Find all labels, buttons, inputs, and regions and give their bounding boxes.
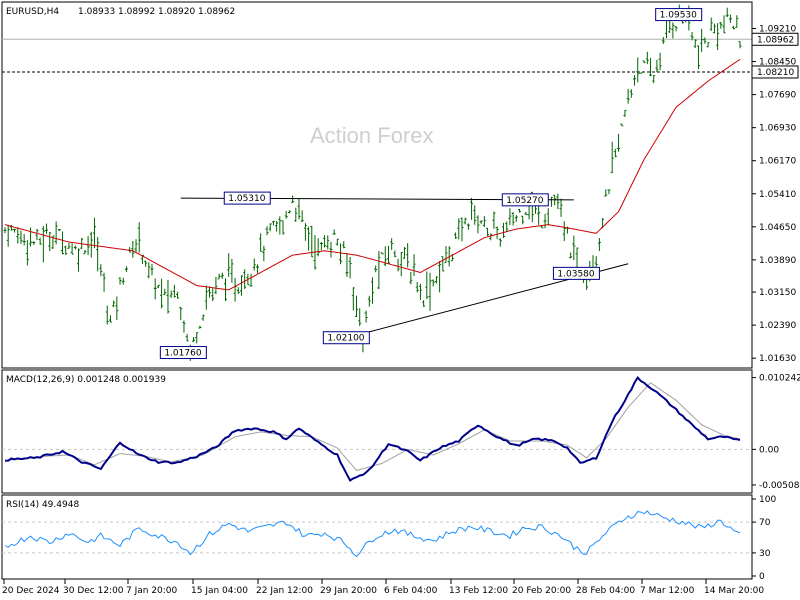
main-y-tick-label: 1.03890 — [759, 256, 796, 266]
x-tick-label: 14 Mar 20:00 — [704, 586, 764, 596]
rsi-y-tick-label: 0 — [759, 572, 765, 582]
x-axis: 20 Dec 2024 30 Dec 12:00 7 Jan 20:00 15 Jan… — [2, 579, 764, 596]
rsi-line — [5, 511, 740, 557]
high-value: 1.08992 — [118, 7, 155, 17]
price-annotation-label: 1.02100 — [327, 334, 364, 344]
rsi-panel-frame — [2, 495, 752, 579]
main-y-axis: 1.092101.084501.076901.069301.061701.054… — [752, 24, 798, 364]
low-value: 1.08920 — [158, 7, 195, 17]
macd-header: MACD(12,26,9) 0.001248 0.001939 — [6, 375, 166, 385]
main-y-tick-label: 1.01630 — [759, 354, 796, 364]
x-tick-label: 29 Jan 20:00 — [320, 586, 377, 596]
current-price-label: 1.08962 — [757, 35, 794, 45]
rsi-y-axis: 100 70 30 0 — [752, 495, 776, 582]
main-y-tick-label: 1.05410 — [759, 190, 796, 200]
main-panel-frame — [2, 2, 752, 368]
rsi-y-tick-label: 100 — [759, 495, 776, 505]
x-tick-label: 7 Mar 12:00 — [640, 586, 695, 596]
symbol-label: EURUSD,H4 — [6, 7, 59, 17]
main-price-layer: 1.09530 1.05310 1.05270 1.03580 1.02100 1.017… — [2, 5, 752, 361]
close-value: 1.08962 — [198, 7, 235, 17]
macd-y-tick-label: 0.010242 — [759, 374, 800, 384]
main-y-tick-label: 1.06930 — [759, 124, 796, 134]
x-tick-label: 30 Dec 12:00 — [63, 586, 124, 596]
open-value: 1.08933 — [78, 7, 115, 17]
x-tick-label: 28 Feb 04:00 — [576, 586, 635, 596]
x-tick-label: 20 Feb 20:00 — [512, 586, 571, 596]
price-annotation-label: 1.09530 — [660, 11, 697, 21]
main-y-tick-label: 1.07690 — [759, 91, 796, 101]
price-annotation-label: 1.01760 — [164, 349, 201, 359]
macd-y-tick-label: 0.00 — [759, 445, 779, 455]
x-tick-label: 22 Jan 12:00 — [256, 586, 313, 596]
price-annotation-label: 1.05310 — [228, 194, 265, 204]
rsi-layer — [2, 511, 752, 557]
moving-average-line — [5, 59, 740, 290]
rsi-header: RSI(14) 49.4948 — [6, 500, 79, 510]
macd-layer — [2, 378, 752, 481]
x-tick-label: 20 Dec 2024 — [2, 586, 60, 596]
level-price-label: 1.08210 — [757, 68, 794, 78]
macd-y-axis: 0.010242 0.00 -0.005081 — [752, 374, 800, 491]
watermark: Action Forex — [310, 123, 434, 148]
macd-y-tick-label: -0.005081 — [759, 481, 800, 491]
macd-panel-frame — [2, 370, 752, 493]
x-tick-label: 7 Jan 20:00 — [126, 586, 178, 596]
rsi-y-tick-label: 70 — [759, 518, 771, 528]
x-tick-label: 13 Feb 12:00 — [449, 586, 508, 596]
main-y-tick-label: 1.06170 — [759, 157, 796, 167]
price-annotation-label: 1.05270 — [506, 196, 543, 206]
main-y-tick-label: 1.03150 — [759, 288, 796, 298]
x-tick-label: 6 Feb 04:00 — [384, 586, 438, 596]
x-tick-label: 15 Jan 04:00 — [191, 586, 248, 596]
macd-line — [5, 378, 740, 481]
macd-signal-line — [5, 383, 740, 471]
main-y-tick-label: 1.04650 — [759, 223, 796, 233]
rsi-y-tick-label: 30 — [759, 549, 771, 559]
price-annotation-label: 1.03580 — [557, 269, 594, 279]
main-y-tick-label: 1.02390 — [759, 321, 796, 331]
